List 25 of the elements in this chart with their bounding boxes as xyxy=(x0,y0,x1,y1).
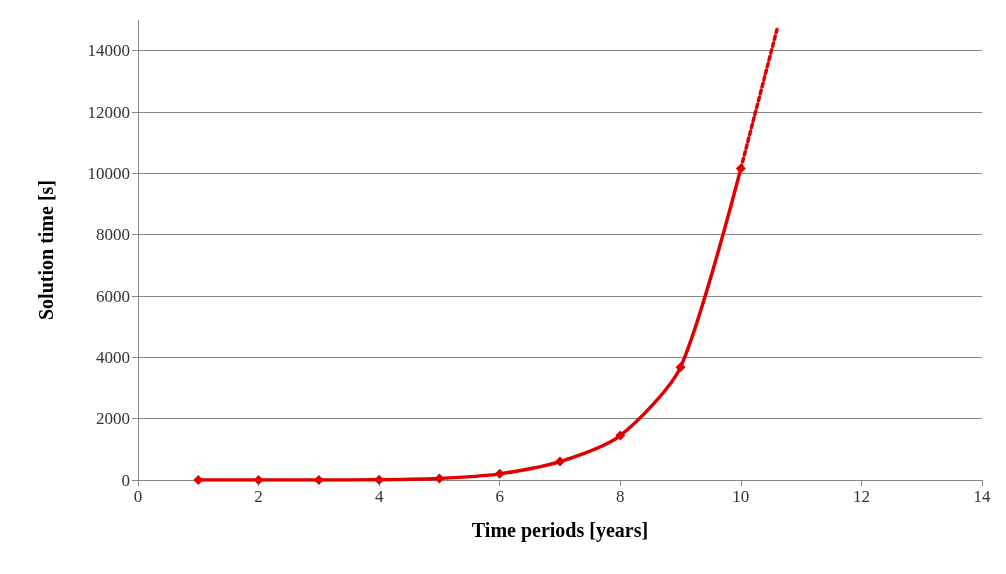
point xyxy=(253,475,264,485)
y-axis-title: Solution time [s] xyxy=(35,180,57,320)
x-tick-label: 8 xyxy=(616,487,625,506)
point xyxy=(193,475,204,485)
x-tick-label: 0 xyxy=(133,487,143,506)
x-tick-label: 4 xyxy=(374,487,384,506)
y-tick-label: 14000 xyxy=(87,41,130,61)
x-tick-label: 6 xyxy=(495,487,504,506)
y-tick-label: 10000 xyxy=(87,163,130,183)
y-tick-label: 4000 xyxy=(96,347,130,367)
point xyxy=(735,163,746,174)
y-tick-label: 6000 xyxy=(96,286,130,306)
x-tick-label: 14 xyxy=(973,487,991,506)
point xyxy=(555,456,565,467)
x-axis-title: Time periods [years] xyxy=(471,519,649,542)
x-tick-label: 12 xyxy=(852,487,870,506)
point xyxy=(494,468,505,479)
y-tick-label: 2000 xyxy=(96,409,130,429)
point xyxy=(615,430,626,441)
y-tick-label: 12000 xyxy=(87,102,130,122)
x-tick-label: 2 xyxy=(254,487,263,506)
y-tick-label: 8000 xyxy=(96,225,130,245)
x-tick-label: 10 xyxy=(732,487,750,506)
y-tick-label: 0 xyxy=(121,470,130,490)
point xyxy=(675,362,686,373)
